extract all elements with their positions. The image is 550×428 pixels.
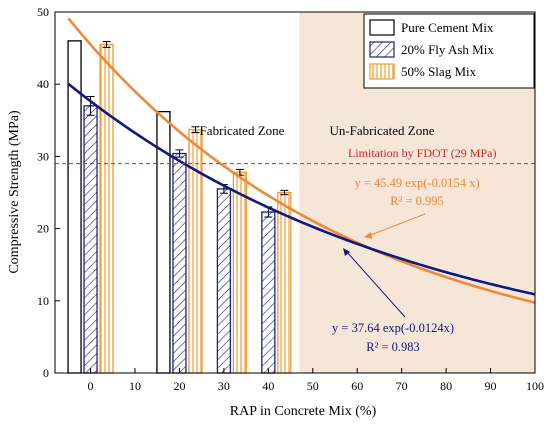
- zone-label-unfabricated: Un-Fabricated Zone: [329, 123, 434, 138]
- bar-1-3: [261, 211, 276, 374]
- x-axis-title: RAP in Concrete Mix (%): [230, 404, 377, 419]
- x-tick-label-0: 0: [88, 379, 94, 393]
- bar-1-0: [83, 105, 98, 374]
- x-tick-label-2: 20: [173, 379, 185, 393]
- legend-swatch-fly-ash: [369, 41, 395, 58]
- slag-r2: R² = 0.995: [390, 194, 444, 208]
- y-tick-label-4: 40: [37, 77, 49, 91]
- y-axis-title: Compressive Strength (MPa): [7, 110, 22, 274]
- y-tick-label-2: 20: [37, 222, 49, 236]
- trendline-1: [67, 82, 536, 296]
- y-tick-label-3: 30: [37, 149, 49, 163]
- bar-1-2: [216, 188, 232, 374]
- bar-0-0: [67, 40, 82, 374]
- x-tick-label-6: 60: [351, 379, 363, 393]
- flyash-r2: R² = 0.983: [366, 340, 420, 354]
- y-tick-label-0: 0: [43, 366, 49, 380]
- zone-label-fabricated: Fabricated Zone: [200, 123, 285, 138]
- x-tick-label-5: 50: [307, 379, 319, 393]
- bar-1-1: [172, 152, 187, 374]
- slag-arrowhead: [364, 232, 372, 239]
- flyash-equation: y = 37.64 exp(-0.0124x): [332, 321, 454, 335]
- bar-2-2: [232, 171, 248, 374]
- x-tick-label-4: 40: [262, 379, 274, 393]
- annotation-arrows: [343, 213, 426, 318]
- trendlines: [67, 17, 536, 304]
- slag-arrow: [367, 213, 426, 237]
- legend-label-fly-ash: 20% Fly Ash Mix: [401, 42, 494, 57]
- bars: [67, 40, 292, 374]
- trendline-0: [67, 17, 536, 304]
- x-tick-label-9: 90: [485, 379, 497, 393]
- y-tick-label-5: 50: [37, 5, 49, 19]
- x-tick-label-1: 10: [129, 379, 141, 393]
- x-tick-label-7: 70: [396, 379, 408, 393]
- legend-label-slag: 50% Slag Mix: [401, 64, 477, 79]
- plot-frame: [54, 11, 536, 374]
- slag-equation: y = 45.49 exp(-0.0154 x): [354, 176, 479, 190]
- x-tick-label-3: 30: [218, 379, 230, 393]
- flyash-arrow: [345, 250, 406, 318]
- bar-2-3: [277, 191, 292, 374]
- x-tick-label-8: 80: [440, 379, 452, 393]
- legend: Pure Cement Mix 20% Fly Ash Mix 50% Slag…: [363, 13, 535, 89]
- legend-label-pure-cement: Pure Cement Mix: [401, 20, 494, 35]
- axes: 0 10 20 30 40 50 60 70 80 90 100 0 10 20 30 40 50: [37, 5, 544, 393]
- legend-swatch-slag: [369, 63, 395, 80]
- flyash-arrowhead: [343, 248, 350, 256]
- legend-swatch-pure-cement: [369, 19, 395, 36]
- x-tick-label-10: 100: [526, 379, 544, 393]
- y-tick-label-1: 10: [37, 294, 49, 308]
- bar-2-0: [99, 43, 114, 374]
- reference-line-label: Limitation by FDOT (29 MPa): [348, 146, 496, 160]
